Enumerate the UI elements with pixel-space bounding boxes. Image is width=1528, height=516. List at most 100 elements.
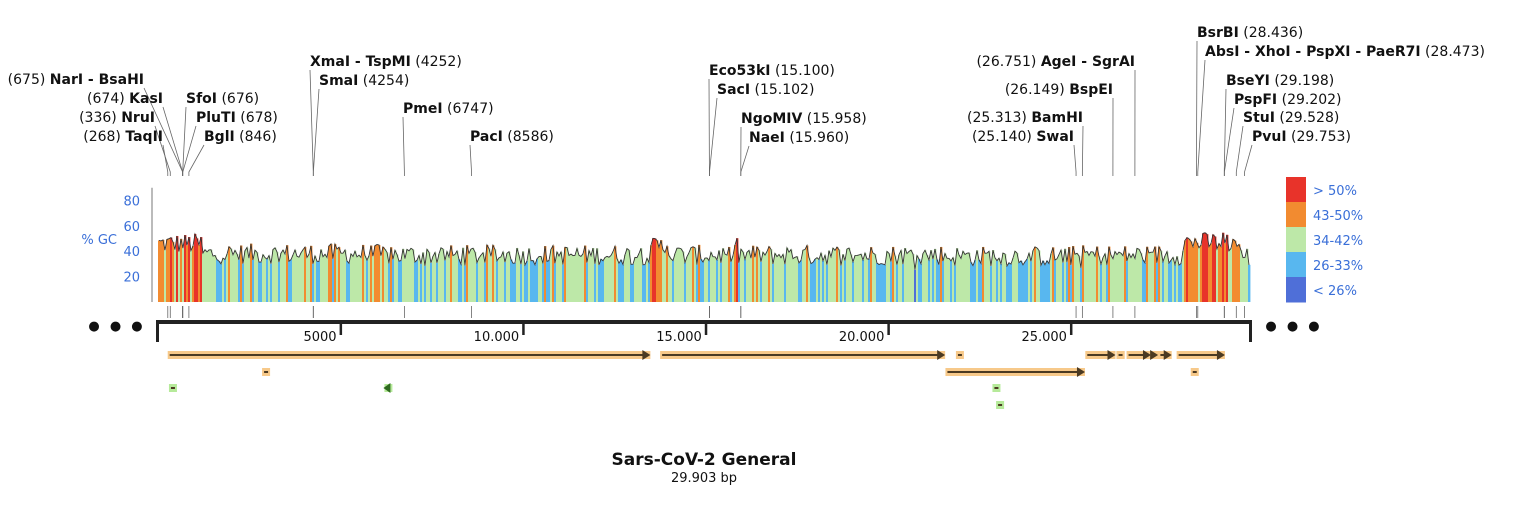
gc-bar bbox=[684, 262, 687, 302]
site-label[interactable]: BseYI (29.198) bbox=[1226, 73, 1334, 89]
site-label[interactable]: StuI (29.528) bbox=[1243, 110, 1339, 126]
gc-bar bbox=[954, 265, 957, 302]
misc-feature[interactable] bbox=[996, 401, 1005, 409]
gc-bar bbox=[582, 253, 585, 302]
site-label[interactable]: (25.140) SwaI bbox=[972, 129, 1074, 145]
site-label[interactable]: (26.149) BspEI bbox=[1005, 82, 1113, 98]
gc-bar bbox=[194, 233, 197, 302]
site-name: NarI - BsaHI bbox=[50, 72, 144, 88]
legend-label: > 50% bbox=[1313, 184, 1357, 199]
gc-bar bbox=[798, 262, 801, 302]
site-label[interactable]: NgoMIV (15.958) bbox=[741, 111, 867, 127]
site-name: TaqII bbox=[125, 129, 163, 145]
site-label[interactable]: SacI (15.102) bbox=[717, 82, 814, 98]
site-label[interactable]: (336) NruI bbox=[79, 110, 155, 126]
site-label[interactable]: SfoI (676) bbox=[186, 91, 259, 107]
orf-feature[interactable] bbox=[1150, 350, 1160, 360]
site-label[interactable]: XmaI - TspMI (4252) bbox=[310, 54, 462, 70]
right-ellipsis[interactable]: ● ● ● bbox=[1265, 319, 1322, 334]
gc-bar bbox=[400, 260, 403, 302]
gc-bar bbox=[272, 249, 275, 302]
ruler-tick bbox=[522, 324, 525, 335]
site-label[interactable]: (25.313) BamHI bbox=[967, 110, 1083, 126]
gc-bar bbox=[924, 250, 927, 302]
site-label[interactable]: (268) TaqII bbox=[83, 129, 163, 145]
ruler-start bbox=[156, 320, 159, 342]
site-name: KasI bbox=[129, 91, 163, 107]
gc-bar bbox=[480, 255, 483, 302]
gc-bar bbox=[238, 259, 241, 302]
orf-feature[interactable] bbox=[1085, 350, 1116, 360]
gc-bar bbox=[1104, 253, 1107, 302]
left-ellipsis[interactable]: ● ● ● bbox=[88, 319, 145, 334]
gc-bar bbox=[850, 254, 853, 302]
site-label[interactable]: AbsI - XhoI - PspXI - PaeR7I (28.473) bbox=[1205, 44, 1485, 60]
gc-bar bbox=[522, 251, 525, 302]
gc-bar bbox=[1248, 264, 1251, 302]
restriction-site-labels: (675) NarI - BsaHI (674) KasI (336) NruI (2… bbox=[8, 25, 1485, 146]
gc-bar bbox=[974, 260, 977, 302]
gc-bar bbox=[766, 251, 769, 302]
gc-bar bbox=[222, 258, 225, 302]
gc-bar bbox=[542, 263, 545, 302]
gc-bar bbox=[1034, 246, 1037, 302]
misc-feature[interactable] bbox=[992, 384, 1001, 392]
gc-bar bbox=[718, 250, 721, 302]
gc-bar bbox=[808, 257, 811, 302]
gc-bar bbox=[946, 258, 949, 302]
gc-bar bbox=[736, 238, 739, 302]
orf-feature[interactable] bbox=[1116, 351, 1125, 359]
gc-bar bbox=[1232, 239, 1235, 302]
site-label[interactable]: PluTI (678) bbox=[196, 110, 278, 126]
gc-bar bbox=[476, 262, 479, 302]
site-label[interactable]: PacI (8586) bbox=[470, 129, 554, 145]
gc-bar bbox=[966, 253, 969, 302]
site-name: SmaI bbox=[319, 73, 358, 89]
orf-feature[interactable] bbox=[660, 350, 946, 360]
site-label[interactable]: NaeI (15.960) bbox=[749, 130, 849, 146]
gc-bar bbox=[626, 248, 629, 302]
gc-bar bbox=[1134, 258, 1137, 302]
orf-feature[interactable] bbox=[1176, 350, 1225, 360]
gc-bar bbox=[438, 253, 441, 302]
site-label[interactable]: BsrBI (28.436) bbox=[1197, 25, 1303, 41]
gc-bar bbox=[846, 248, 849, 302]
orf-feature[interactable] bbox=[167, 350, 651, 360]
orf-feature[interactable] bbox=[262, 368, 271, 376]
gc-bar bbox=[668, 255, 671, 302]
gc-bar bbox=[526, 261, 529, 302]
gc-bar bbox=[168, 238, 171, 302]
ruler-tick bbox=[1069, 324, 1073, 335]
gc-bar bbox=[370, 245, 373, 302]
misc-feature[interactable] bbox=[383, 383, 393, 393]
gc-bar bbox=[698, 244, 701, 302]
site-label[interactable]: (674) KasI bbox=[87, 91, 163, 107]
orf-feature[interactable] bbox=[1158, 350, 1172, 360]
legend-label: < 26% bbox=[1313, 284, 1357, 299]
gc-bar bbox=[1208, 246, 1211, 302]
gc-bar bbox=[404, 258, 407, 302]
site-label[interactable]: (26.751) AgeI - SgrAI bbox=[976, 54, 1135, 70]
site-position: (29.528) bbox=[1279, 110, 1339, 126]
site-label[interactable]: SmaI (4254) bbox=[319, 73, 409, 89]
orf-feature[interactable] bbox=[1190, 368, 1199, 376]
orf-feature[interactable] bbox=[945, 367, 1085, 377]
orf-feature[interactable] bbox=[955, 351, 964, 359]
gc-bar bbox=[1068, 246, 1071, 302]
misc-feature[interactable] bbox=[168, 384, 177, 392]
gc-bar bbox=[970, 262, 973, 302]
orf-feature[interactable] bbox=[1126, 350, 1151, 360]
site-label[interactable]: PspFI (29.202) bbox=[1234, 92, 1342, 108]
gc-bar bbox=[1234, 240, 1237, 302]
gc-bar bbox=[952, 257, 955, 302]
site-label[interactable]: Eco53kI (15.100) bbox=[709, 63, 835, 79]
site-name: BseYI bbox=[1226, 73, 1270, 89]
gc-tick-label: 20 bbox=[123, 271, 140, 286]
site-label[interactable]: PvuI (29.753) bbox=[1252, 129, 1351, 145]
site-label[interactable]: PmeI (6747) bbox=[403, 101, 494, 117]
site-label[interactable]: (675) NarI - BsaHI bbox=[8, 72, 144, 88]
site-label[interactable]: BglI (846) bbox=[204, 129, 277, 145]
gc-bar bbox=[912, 254, 915, 302]
site-name: PluTI bbox=[196, 110, 236, 126]
gc-bar bbox=[252, 260, 255, 302]
